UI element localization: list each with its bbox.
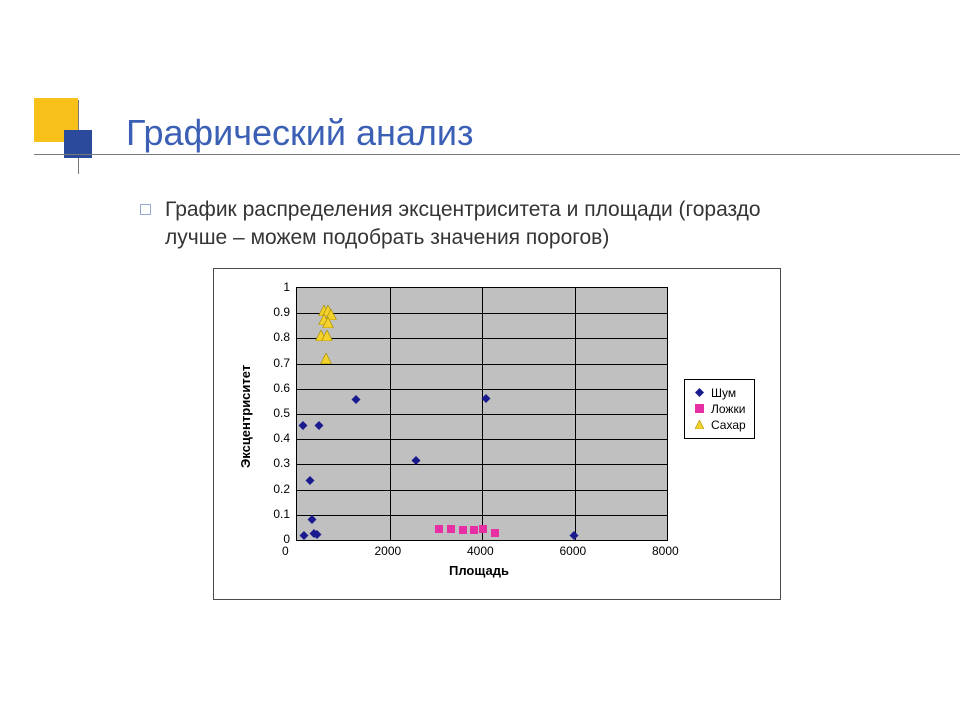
data-point [315, 417, 324, 435]
slide: Графический анализ График распределения … [0, 0, 960, 720]
gridline-vertical [482, 288, 483, 540]
legend-item: Сахар [691, 418, 746, 432]
data-point [491, 524, 499, 542]
x-axis-title: Площадь [449, 563, 509, 578]
x-tick-label: 0 [282, 544, 289, 558]
decor-corner [34, 98, 124, 188]
data-point [300, 527, 309, 545]
y-tick-label: 0.9 [273, 305, 290, 319]
x-tick-label: 2000 [375, 544, 402, 558]
data-point [470, 521, 478, 539]
legend-label: Шум [711, 386, 736, 400]
data-point [312, 526, 321, 544]
y-tick-label: 0.6 [273, 381, 290, 395]
x-tick-label: 6000 [560, 544, 587, 558]
y-tick-label: 0.7 [273, 356, 290, 370]
y-tick-label: 0.2 [273, 482, 290, 496]
y-axis-title: Эксцентриситет [238, 365, 253, 468]
y-tick-label: 0.5 [273, 406, 290, 420]
data-point [412, 452, 421, 470]
data-point [695, 386, 704, 400]
bullet-block: График распределения эксцентриситета и п… [140, 196, 805, 253]
data-point [569, 527, 578, 545]
legend-marker-icon [691, 402, 707, 416]
legend-label: Ложки [711, 402, 745, 416]
y-tick-label: 1 [283, 280, 290, 294]
data-point [321, 328, 332, 346]
gridline-vertical [390, 288, 391, 540]
data-point [459, 521, 467, 539]
bullet-row: График распределения эксцентриситета и п… [140, 196, 805, 253]
legend-label: Сахар [711, 418, 746, 432]
bullet-text: График распределения эксцентриситета и п… [165, 196, 805, 253]
data-point [305, 472, 314, 490]
x-tick-label: 4000 [467, 544, 494, 558]
data-point [298, 417, 307, 435]
legend-marker-icon [691, 386, 707, 400]
data-point [320, 351, 331, 369]
chart-container: 00.10.20.30.40.50.60.70.80.9102000400060… [213, 268, 781, 600]
data-point [695, 418, 704, 432]
legend-item: Ложки [691, 402, 746, 416]
bullet-icon [140, 204, 151, 215]
gridline-vertical [575, 288, 576, 540]
legend-marker-icon [691, 418, 707, 432]
data-point [481, 390, 490, 408]
data-point [447, 520, 455, 538]
legend: Шум Ложки Сахар [684, 379, 755, 439]
y-tick-label: 0.3 [273, 456, 290, 470]
decor-line-horizontal [34, 154, 960, 155]
data-point [695, 402, 704, 416]
plot-area [296, 287, 668, 541]
slide-title: Графический анализ [126, 112, 474, 154]
data-point [352, 391, 361, 409]
legend-item: Шум [691, 386, 746, 400]
data-point [435, 520, 443, 538]
x-tick-label: 8000 [652, 544, 679, 558]
y-tick-label: 0.8 [273, 330, 290, 344]
data-point [479, 520, 487, 538]
y-tick-label: 0.4 [273, 431, 290, 445]
y-tick-label: 0.1 [273, 507, 290, 521]
